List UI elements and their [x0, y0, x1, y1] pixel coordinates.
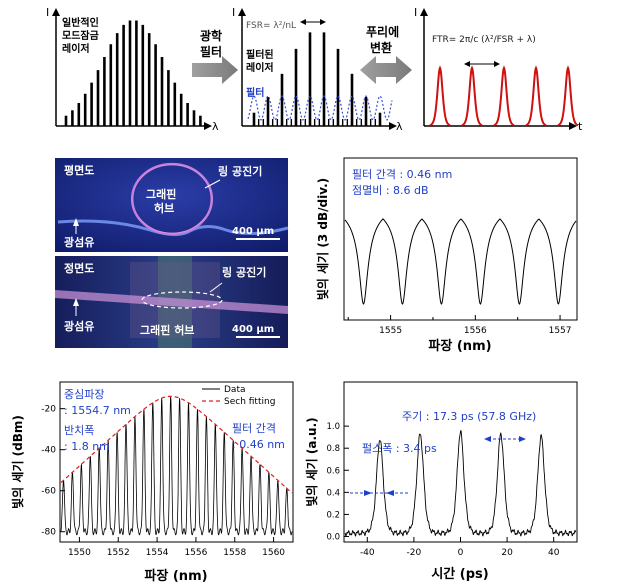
laser-label-line3: 레이저	[62, 42, 90, 55]
pulse	[429, 65, 451, 127]
pulse-series	[344, 430, 577, 537]
filtered-spectrum-panel: I λ FSR= λ²/nL 필터된 레이저 필터	[232, 6, 403, 133]
y-tick-label: -40	[41, 446, 56, 456]
fsr-formula: FSR= λ²/nL	[246, 21, 296, 31]
extinction-annotation: 점멸비 : 8.6 dB	[352, 184, 429, 197]
pulse	[525, 65, 547, 127]
y-tick-label: 0.4	[326, 488, 340, 498]
front-view-hub-label: 그래핀 허브	[140, 323, 194, 337]
data-series	[60, 396, 293, 536]
pulse-width-annotation: 펄스폭 : 3.4 ps	[362, 442, 437, 455]
x-tick-label: 1557	[549, 326, 572, 336]
top-view-scale-bar: 400 μm	[232, 226, 274, 237]
laser-spectrum-panel: I λ 일반적인 모드잠금 레이저	[46, 6, 219, 133]
filter-legend: 필터	[246, 86, 264, 99]
pulse	[493, 65, 515, 127]
laser-label-line2: 모드잠금	[62, 29, 99, 42]
y-axis-label: 빛의 세기 (dBm)	[10, 415, 25, 509]
center-wavelength-value: : 1554.7 nm	[64, 404, 131, 417]
y-tick-label: -60	[41, 487, 56, 497]
pulse-train-chart: -40 -20 0 20 40 0.0 0.2 0.4 0.6 0.8 1.0 주기 : 17.3 …	[304, 381, 578, 582]
x-tick-label: -40	[360, 548, 375, 558]
front-view-ring-label: 링 공진기	[222, 265, 266, 279]
y-tick-label: 0.6	[326, 466, 340, 476]
pulse	[461, 65, 483, 127]
top-view-ring-label: 링 공진기	[218, 164, 262, 178]
center-wavelength-title: 중심파장	[64, 388, 104, 401]
fwhm-title: 반치폭	[64, 424, 94, 437]
filter-transmission-chart: 1555 1556 1557 필터 간격 : 0.46 nm 점멸비 : 8.6 d…	[315, 157, 578, 354]
x-tick-label: 1556	[184, 548, 207, 558]
top-view-fiber-label: 광섬유	[64, 235, 94, 249]
filter-spacing-annotation: 필터 간격 : 0.46 nm	[352, 168, 452, 181]
x-tick-label: 1556	[464, 326, 487, 336]
front-view-scale-bar: 400 μm	[232, 324, 274, 335]
filter-step-label2: 필터	[200, 44, 222, 59]
x-tick-label: 20	[501, 548, 513, 558]
y-tick-label: -20	[41, 405, 56, 415]
pulse-train	[429, 65, 579, 127]
axis-lambda-label: λ	[212, 120, 219, 133]
x-tick-label: 1560	[262, 548, 285, 558]
pulse	[557, 65, 579, 127]
legend-data-label: Data	[224, 385, 246, 395]
x-tick-label: 1552	[107, 548, 130, 558]
filtered-label-line1: 필터된	[246, 48, 274, 61]
filter-step-arrow: 광학 필터	[192, 28, 238, 84]
sech-fit-series	[60, 395, 293, 494]
y-axis-label: 빛의 세기 (a.u.)	[304, 417, 319, 506]
x-tick-label: 0	[458, 548, 464, 558]
laser-label-line1: 일반적인	[62, 16, 99, 29]
x-tick-labels: 1555 1556 1557	[347, 315, 572, 336]
top-view-photo: 평면도 링 공진기 그래핀 허브 광섬유 400 μm	[55, 158, 289, 252]
fourier-step-arrow: 푸리에 변환	[360, 24, 412, 84]
y-tick-label: 0.0	[326, 532, 340, 542]
period-annotation: 주기 : 17.3 ps (57.8 GHz)	[402, 410, 536, 423]
axis-lambda-label-2: λ	[396, 120, 403, 133]
filter-step-label1: 광학	[200, 28, 222, 43]
x-tick-label: 1550	[68, 548, 91, 558]
front-view-fiber-label: 광섬유	[64, 319, 94, 333]
spacing-value: : 0.46 nm	[232, 438, 285, 451]
y-tick-label: 1.0	[326, 422, 340, 432]
fourier-step-label2: 변환	[370, 40, 392, 55]
y-tick-label: -80	[41, 528, 56, 538]
pulse-train-panel: I t FTR= 2π/c (λ²/FSR + λ)	[414, 6, 583, 133]
transmission-curve	[344, 218, 577, 305]
tick-labels: -40 -20 0 20 40 0.0 0.2 0.4 0.6 0.8 1.0	[326, 422, 559, 558]
x-axis-label: 시간 (ps)	[431, 566, 488, 582]
schematic-row: I λ 일반적인 모드잠금 레이저 광학 필터 I λ FSR= λ²/nL 필…	[46, 6, 583, 133]
y-tick-label: 0.8	[326, 444, 340, 454]
axis-t-label: t	[578, 120, 583, 133]
top-view-hub-label2: 허브	[154, 201, 174, 215]
fourier-step-label1: 푸리에	[366, 24, 399, 39]
axis-i-label: I	[46, 6, 49, 19]
x-tick-label: 1558	[223, 548, 246, 558]
ftr-formula: FTR= 2π/c (λ²/FSR + λ)	[432, 35, 536, 45]
axis-i-label-2: I	[232, 6, 235, 19]
x-tick-label: 1555	[379, 326, 402, 336]
y-axis-label: 빛의 세기 (3 dB/div.)	[315, 178, 330, 300]
filtered-label-line2: 레이저	[246, 61, 274, 74]
filtered-mode-bars	[252, 32, 382, 126]
top-view-hub-label1: 그래핀	[146, 187, 176, 201]
top-view-title: 평면도	[64, 163, 94, 177]
x-tick-label: -20	[407, 548, 422, 558]
x-tick-label: 1554	[146, 548, 169, 558]
x-axis-label: 파장 (nm)	[428, 338, 491, 354]
x-tick-label: 40	[548, 548, 560, 558]
front-view-title: 정면도	[64, 261, 94, 275]
fwhm-value: : 1.8 nm	[64, 440, 110, 453]
front-view-photo: 정면도 링 공진기 광섬유 그래핀 허브 400 μm	[55, 256, 288, 348]
y-tick-label: 0.2	[326, 510, 340, 520]
x-axis-label: 파장 (nm)	[144, 568, 207, 584]
spectrum-chart: 1550 1552 1554 1556 1558 1560 -20 -40 -60 -80 Dat…	[10, 381, 294, 584]
spacing-title: 필터 간격	[232, 422, 276, 435]
filter-response-curve	[247, 95, 393, 121]
legend-fit-label: Sech fitting	[224, 397, 275, 407]
axis-i-label-3: I	[414, 6, 417, 19]
mode-bars	[64, 20, 202, 126]
